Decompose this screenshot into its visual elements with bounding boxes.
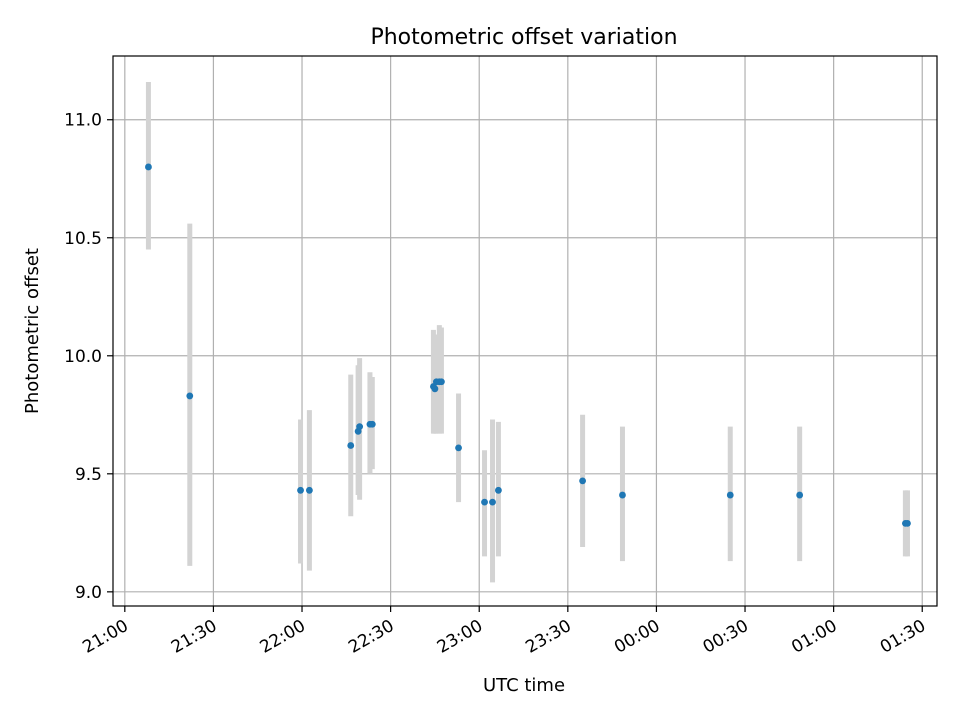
data-point bbox=[186, 392, 194, 400]
x-tick-label: 00:30 bbox=[700, 616, 752, 658]
grid-lines bbox=[113, 56, 937, 606]
data-point bbox=[619, 491, 626, 499]
error-bars bbox=[145, 81, 910, 583]
data-point bbox=[579, 477, 586, 485]
data-point bbox=[306, 486, 313, 494]
data-point bbox=[356, 423, 364, 431]
x-tick-label: 21:00 bbox=[79, 616, 131, 658]
y-tick-label: 10.0 bbox=[64, 347, 102, 367]
y-tick-label: 9.0 bbox=[75, 583, 102, 603]
data-point bbox=[796, 491, 804, 499]
data-point bbox=[431, 385, 439, 393]
y-tick-label: 11.0 bbox=[64, 111, 102, 131]
x-tick-label: 22:30 bbox=[345, 616, 397, 658]
data-point bbox=[438, 378, 445, 386]
x-tick-label: 00:00 bbox=[611, 616, 663, 658]
data-point bbox=[495, 486, 502, 494]
data-point bbox=[726, 491, 734, 499]
data-point bbox=[455, 444, 462, 452]
data-point bbox=[481, 498, 488, 506]
x-tick-label: 23:30 bbox=[522, 616, 574, 658]
x-tick-label: 01:00 bbox=[788, 616, 840, 658]
x-axis-label: UTC time bbox=[483, 675, 565, 696]
x-tick-label: 01:30 bbox=[877, 616, 929, 658]
y-tick-label: 9.5 bbox=[75, 465, 102, 485]
y-tick-label: 10.5 bbox=[64, 229, 102, 249]
data-point bbox=[904, 519, 911, 527]
y-axis-label: Photometric offset bbox=[22, 248, 43, 414]
data-point bbox=[368, 420, 376, 428]
data-point bbox=[297, 486, 304, 494]
chart-title: Photometric offset variation bbox=[370, 25, 677, 50]
data-points bbox=[145, 163, 911, 527]
x-tick-label: 22:00 bbox=[257, 616, 309, 658]
x-tick-label: 21:30 bbox=[168, 616, 220, 658]
plot-frame bbox=[112, 55, 938, 607]
x-tick-label: 23:00 bbox=[434, 616, 486, 658]
data-point bbox=[145, 163, 152, 171]
data-point bbox=[347, 442, 355, 449]
y-axis-ticks: 9.0 9.5 10.0 10.5 11.0 bbox=[64, 111, 113, 603]
data-point bbox=[489, 498, 496, 506]
x-axis-ticks: 21:00 21:30 22:00 22:30 23:00 23:30 00:00 00:30… bbox=[79, 606, 929, 658]
